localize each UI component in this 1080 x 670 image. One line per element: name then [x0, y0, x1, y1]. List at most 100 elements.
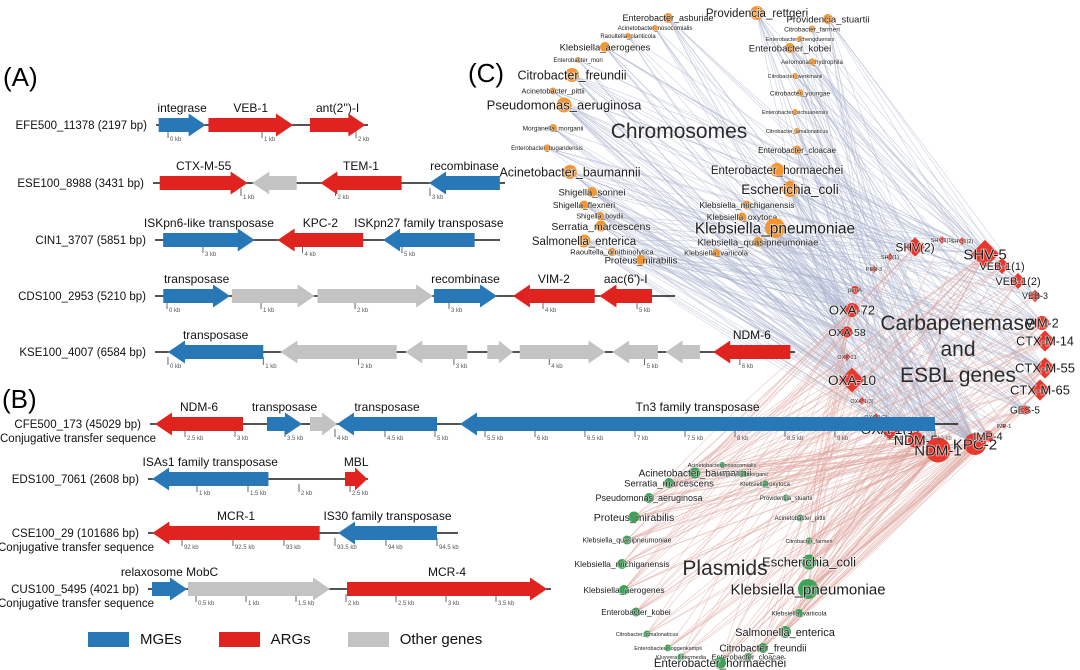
gene-marker	[1034, 330, 1056, 352]
network-edge	[623, 331, 848, 591]
gene-map-row: 92 kb 92.5 kb 93 kb 93.5 kb 94 kb 94.5 kb MCR-…	[0, 509, 459, 554]
chromosome-marker	[785, 43, 795, 53]
network-edge	[789, 47, 1026, 411]
network-edge	[746, 204, 877, 418]
network-edge	[680, 379, 853, 658]
network-edge	[799, 92, 939, 451]
network-edge	[667, 17, 976, 445]
network-edge	[796, 130, 986, 255]
gene-label: recombinase	[430, 159, 499, 173]
chromosome-marker	[549, 87, 557, 95]
network-edge	[571, 74, 1026, 411]
network-edge	[807, 439, 917, 590]
network-edge	[626, 367, 1046, 541]
network-edge	[591, 191, 853, 381]
plasmid-label: Klebsiella_pneumoniae	[730, 581, 885, 598]
gene-node-SHV-1(2): SHV-1(2)	[950, 237, 974, 245]
gene-arrow-NDM-6	[713, 340, 791, 364]
network-edge	[591, 191, 976, 445]
network-edge	[668, 439, 917, 484]
network-edge	[807, 280, 1019, 590]
sequence-name: CIN1_3707 (5851 bp)	[35, 235, 146, 247]
sequence-name: CFE500_173 (45029 bp)	[14, 419, 141, 431]
network-edge	[811, 61, 976, 445]
axis-tick-label: 5 kb	[437, 436, 449, 442]
network-edge	[635, 280, 1019, 613]
network-edge	[577, 59, 916, 248]
network-edge	[756, 12, 848, 333]
carbapenemase-esbl-section-label-line-3: ESBL genes	[900, 364, 1016, 387]
network-edge	[600, 225, 976, 445]
gene-arrow-MCR-4	[347, 577, 547, 601]
network-edge	[789, 188, 1046, 342]
plasmid-node-Klebsiella_oxytoca: Klebsiella_oxytoca	[740, 480, 791, 489]
gene-marker	[872, 413, 880, 421]
network-edge	[667, 17, 916, 248]
chromosome-label: Shigella_flexneri	[553, 200, 615, 210]
network-edge	[827, 18, 976, 445]
network-edge	[774, 227, 1041, 391]
network-edge	[583, 204, 939, 451]
network-edge	[794, 111, 989, 437]
chromosome-node-Enterobacter_sichuanensis: Enterobacter_sichuanensis	[761, 109, 829, 116]
network-edge	[694, 443, 976, 474]
axis-tick-label: 1.5 kb	[250, 491, 267, 497]
network-edge	[776, 169, 976, 445]
network-edge	[796, 149, 989, 437]
axis-tick-label: 4.5 kb	[387, 436, 404, 442]
chromosome-node-Enterobacter_bugandensis: Enterobacter_bugandensis	[511, 144, 583, 153]
network-edge	[552, 127, 989, 437]
network-edge	[640, 259, 976, 445]
chromosome-label: Serratia_marcescens	[551, 221, 650, 233]
network-edge	[583, 240, 1026, 411]
network-edge	[646, 409, 1026, 635]
gene-marker	[841, 326, 853, 338]
plasmids-section-label: Plasmids	[682, 557, 767, 580]
gene-arrow-VIM-2	[512, 284, 595, 308]
plasmid-node-Citrobacter_amalonaticus: Citrobacter_amalonaticus	[615, 630, 679, 638]
network-edge	[811, 28, 891, 430]
gene-arrow-recombinase	[429, 171, 500, 195]
chromosome-node-Raoultella_planticola: Raoultella_planticola	[600, 33, 657, 41]
network-edge	[774, 227, 1026, 411]
gene-arrow-IS30 family transposase	[338, 521, 437, 545]
gene-label: OXA-1(1)	[860, 421, 919, 437]
network-edge	[776, 169, 939, 451]
network-edge	[600, 225, 848, 333]
network-edge	[757, 241, 891, 258]
network-edge	[569, 171, 891, 430]
mge-color-swatch	[88, 632, 129, 647]
network-edge	[667, 17, 939, 451]
network-edge	[635, 309, 853, 613]
network-edge	[623, 253, 986, 591]
chromosome-label: Shigella_boydii	[576, 214, 624, 221]
network-edge	[799, 92, 1019, 282]
network-edge	[604, 46, 1036, 297]
network-edge	[796, 149, 853, 381]
chromosome-node-Shigella_boydii: Shigella_boydii	[576, 212, 624, 221]
network-edge	[583, 240, 917, 441]
gene-label: relaxosome MobC	[121, 565, 219, 579]
network-edge	[668, 416, 877, 484]
chromosome-label: Morganella_morganii	[523, 125, 584, 132]
network-edge	[756, 12, 1026, 411]
chromosome-node-Klebsiella_aerogenes: Klebsiella_aerogenes	[559, 42, 651, 54]
network-edge	[604, 46, 976, 445]
network-edge	[762, 265, 1003, 649]
network-edge	[796, 149, 891, 258]
axis-tick-label: 2.5 kb	[352, 491, 369, 497]
network-edge	[680, 449, 939, 658]
gene-marker	[1035, 316, 1049, 330]
network-edge	[774, 227, 917, 441]
network-edge	[785, 253, 986, 499]
chromosome-node-Citrobacter_amalonaticus: Citrobacter_amalonaticus	[765, 128, 829, 135]
chromosome-node-Shigella_sonnei: Shigella_sonnei	[558, 187, 626, 199]
gene-arrow-unlabeled	[405, 340, 468, 364]
network-edge	[546, 147, 848, 358]
network-edge	[599, 215, 916, 248]
network-edge	[694, 439, 917, 474]
network-edge	[667, 17, 976, 445]
legend-label-args: ARGs	[270, 631, 311, 648]
chromosome-label: Providencia_rettgeri	[706, 8, 808, 20]
network-edge	[741, 253, 986, 475]
